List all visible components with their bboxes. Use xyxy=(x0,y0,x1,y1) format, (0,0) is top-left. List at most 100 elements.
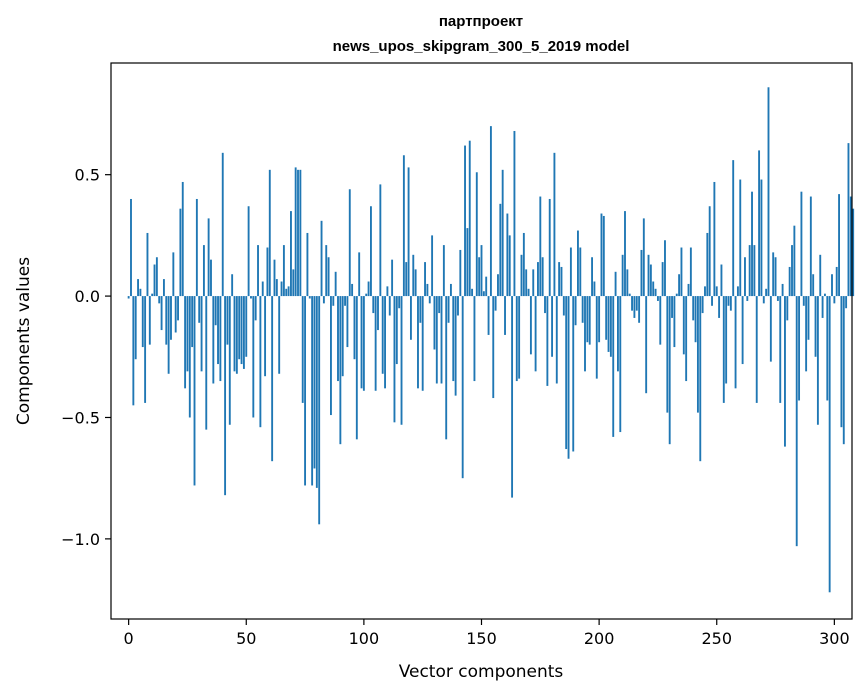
y-axis-ticks: −1.0 −0.5 0.0 0.5 xyxy=(61,166,111,549)
bar xyxy=(668,296,671,445)
bar xyxy=(181,181,184,297)
bar xyxy=(494,296,497,311)
bar xyxy=(482,291,485,297)
bar xyxy=(779,296,782,403)
bar xyxy=(130,198,132,297)
bar xyxy=(252,296,255,418)
bar xyxy=(767,87,770,297)
bar xyxy=(577,230,579,297)
bar xyxy=(776,296,779,301)
bar xyxy=(842,296,845,445)
bar xyxy=(226,296,229,345)
bar xyxy=(614,271,617,297)
bar xyxy=(727,296,730,306)
bar xyxy=(393,296,396,423)
bar xyxy=(210,259,212,297)
bar xyxy=(652,281,655,297)
bar xyxy=(744,257,746,297)
bar xyxy=(565,296,568,450)
bar xyxy=(640,249,643,297)
bar xyxy=(325,245,328,297)
bar xyxy=(233,296,236,372)
bar xyxy=(833,296,836,304)
bar xyxy=(428,296,431,304)
bar xyxy=(257,245,259,297)
bar xyxy=(529,296,532,355)
bar xyxy=(788,266,791,297)
bar xyxy=(838,194,840,297)
bar xyxy=(602,215,605,297)
bar xyxy=(461,296,464,479)
bar xyxy=(831,274,833,297)
x-tick-label: 200 xyxy=(584,629,615,648)
bar xyxy=(624,211,626,297)
bar xyxy=(144,296,147,403)
bar xyxy=(299,169,302,297)
bar xyxy=(739,179,742,297)
bar xyxy=(160,296,163,331)
bar xyxy=(558,262,561,297)
bar xyxy=(417,296,419,389)
bar xyxy=(313,296,316,469)
x-tick-label: 50 xyxy=(236,629,256,648)
bar xyxy=(826,296,829,401)
bar xyxy=(809,196,812,297)
bar xyxy=(612,296,615,437)
bar xyxy=(379,184,382,297)
x-tick-label: 150 xyxy=(466,629,497,648)
bar xyxy=(511,296,514,498)
bar xyxy=(398,296,401,309)
bar xyxy=(214,296,217,326)
bar xyxy=(365,293,368,297)
bar xyxy=(544,296,546,314)
bar xyxy=(301,296,304,403)
bar xyxy=(539,196,542,297)
bar xyxy=(499,203,502,297)
bar xyxy=(635,296,638,311)
chart-title: партпроект xyxy=(439,13,523,30)
bar xyxy=(297,169,299,297)
bar xyxy=(696,296,699,413)
bar xyxy=(440,296,443,384)
bar xyxy=(247,206,250,297)
bar xyxy=(306,232,309,297)
bar xyxy=(525,269,528,297)
bar xyxy=(426,283,429,297)
bar xyxy=(148,296,151,345)
bar xyxy=(814,296,817,357)
bar xyxy=(588,296,591,345)
bar xyxy=(824,293,826,297)
bar xyxy=(816,296,819,425)
bar xyxy=(852,208,855,297)
bar xyxy=(626,269,629,297)
bar xyxy=(725,296,728,384)
bar xyxy=(617,296,619,372)
bar xyxy=(807,296,810,340)
bar xyxy=(828,296,831,593)
bar xyxy=(424,262,426,297)
bar xyxy=(555,296,558,384)
bar xyxy=(701,296,704,314)
bar xyxy=(845,296,848,309)
bar xyxy=(840,296,843,428)
bar xyxy=(515,296,518,382)
bar xyxy=(179,208,182,297)
bar xyxy=(732,160,735,297)
bar xyxy=(205,296,208,430)
bar xyxy=(207,218,210,297)
bar xyxy=(339,296,342,445)
y-tick-label: 0.5 xyxy=(75,166,100,185)
bar xyxy=(680,247,683,297)
bar xyxy=(729,296,732,311)
bar xyxy=(188,296,191,418)
bar xyxy=(414,269,417,297)
bar xyxy=(445,296,448,440)
bar xyxy=(774,257,777,297)
bar xyxy=(784,296,786,447)
bar xyxy=(198,296,201,323)
y-tick-label: 0.0 xyxy=(75,287,100,306)
bar xyxy=(259,296,262,428)
bar xyxy=(682,296,685,355)
bar xyxy=(485,276,488,297)
bar xyxy=(212,296,215,384)
